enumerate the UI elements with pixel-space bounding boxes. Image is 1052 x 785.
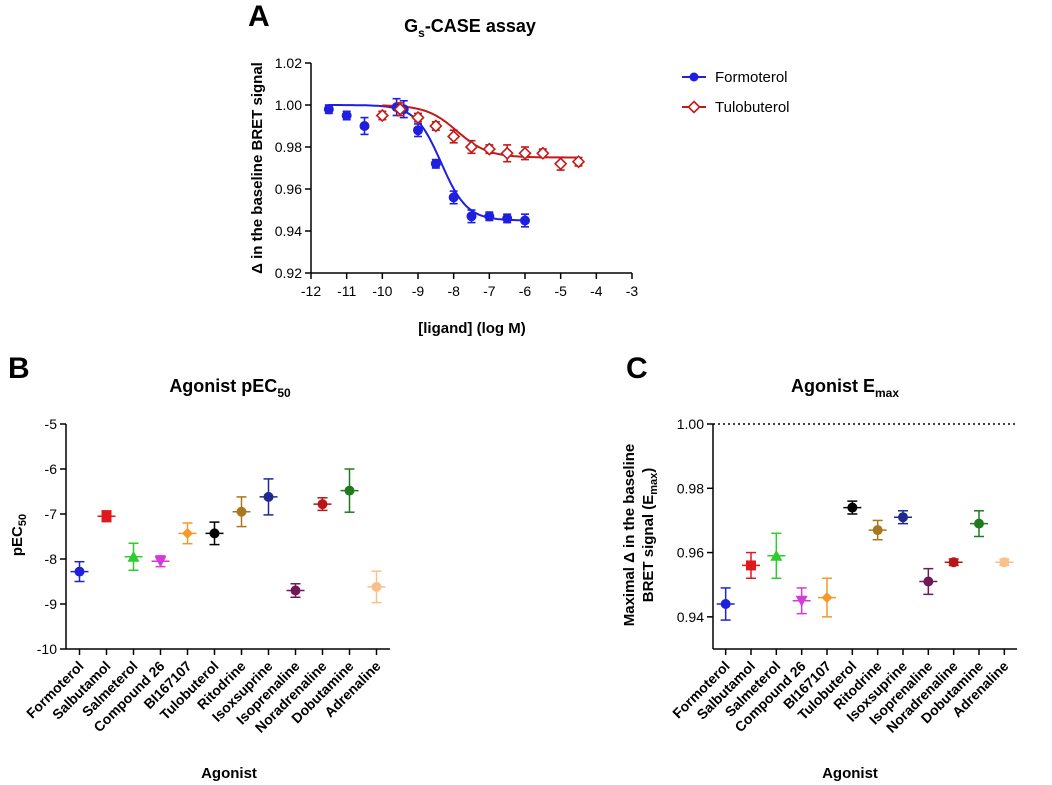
panel-c-point-salmeterol: [770, 549, 783, 561]
panel-c-ylabel-line2: BRET signal (Emax): [640, 468, 660, 603]
panel-a-xtick-label: -12: [301, 283, 321, 299]
panel-a-ytick-label: 0.96: [275, 181, 302, 197]
legend-marker-formoterol: [689, 72, 699, 82]
panel-c-point-isoprenaline: [923, 576, 934, 587]
panel-b-xlabel: Agonist: [201, 765, 257, 782]
panel-a-ytick-label: 1.02: [275, 55, 302, 71]
data-point-tulobuterol: [482, 142, 496, 156]
panel-c-xlabel: Agonist: [822, 765, 878, 782]
panel-b-ytick-label: -5: [45, 416, 58, 432]
panel-b-point-isoprenaline: [290, 585, 301, 596]
panel-b-point-formoterol: [74, 566, 85, 577]
panel-a-legend: Formoterol Tulobuterol: [682, 69, 790, 116]
panel-a-xtick-label: -9: [412, 283, 425, 299]
panel-c-ylabel-line1: Maximal Δ in the baseline: [621, 444, 638, 627]
legend-label-tulobuterol: Tulobuterol: [715, 99, 790, 116]
data-point-tulobuterol: [500, 146, 514, 160]
panel-b-point-compound-26: [154, 556, 167, 568]
panel-b-ytick-label: -8: [45, 551, 58, 567]
data-point-tulobuterol: [447, 129, 461, 144]
panel-b-chart: Agonist pEC50 pEC50 Agonist -5 -6 -7 -8 -9 -1…: [9, 376, 390, 782]
panel-label-b: B: [8, 352, 30, 385]
panel-a-xtick-label: -6: [519, 283, 532, 299]
panel-b-ytick-label: -6: [45, 461, 58, 477]
panel-label-c: C: [626, 352, 648, 385]
panel-c-chart: Agonist Emax Maximal Δ in the baseline B…: [621, 376, 1017, 782]
panel-b-title: Agonist pEC50: [169, 376, 291, 400]
data-point-tulobuterol: [554, 157, 568, 171]
panel-b-point-salmeterol: [127, 550, 140, 562]
data-point-formoterol: [448, 192, 459, 203]
data-point-formoterol: [484, 211, 495, 222]
panel-c-point-bi167107: [821, 592, 833, 604]
data-point-formoterol: [466, 211, 477, 222]
data-point-tulobuterol: [571, 155, 586, 169]
panel-a-xtick-label: -10: [372, 283, 392, 299]
panel-a-ylabel: Δ in the baseline BRET signal: [249, 62, 266, 274]
panel-a-xlabel: [ligand] (log M): [418, 320, 525, 337]
panel-b-point-ritodrine: [236, 506, 247, 517]
panel-a-ytick-label: 0.94: [275, 223, 302, 239]
panel-c-title: Agonist Emax: [791, 376, 899, 400]
panel-c-point-ritodrine: [872, 525, 883, 536]
panel-c-ytick-label: 0.96: [677, 545, 704, 561]
panel-c-point-dobutamine: [974, 518, 984, 529]
panel-c-point-compound-26: [795, 595, 808, 607]
panel-a-xtick-label: -7: [483, 283, 496, 299]
panel-a-title: Gs-CASE assay: [404, 16, 536, 40]
data-point-tulobuterol: [429, 119, 443, 133]
panel-b-ytick-label: -9: [45, 596, 58, 612]
legend-marker-tulobuterol: [687, 100, 701, 114]
panel-a-xtick-label: -3: [626, 283, 639, 299]
data-point-formoterol: [520, 215, 530, 226]
panel-c-ytick-label: 0.98: [677, 480, 704, 496]
panel-c-point-formoterol: [720, 599, 731, 609]
panel-c-point-adrenaline: [999, 557, 1010, 568]
panel-a-ytick-label: 1.00: [275, 97, 302, 113]
panel-a-ytick-label: 0.92: [275, 265, 302, 281]
panel-b-point-adrenaline: [371, 581, 382, 592]
panel-b-ytick-label: -7: [45, 506, 58, 522]
panel-b-ytick-label: -10: [37, 641, 57, 657]
panel-a-xtick-label: -4: [590, 283, 603, 299]
panel-a-chart: Gs-CASE assay Δ in the baseline BRET sig…: [249, 16, 790, 337]
panel-b-point-isoxsuprine: [263, 491, 274, 502]
panel-label-a: A: [248, 0, 270, 33]
data-point-tulobuterol: [411, 110, 425, 125]
panel-a-xtick-label: -11: [337, 283, 356, 299]
panel-b-point-noradrenaline: [317, 499, 328, 510]
data-point-formoterol: [359, 121, 370, 131]
fit-curve-formoterol: [328, 104, 525, 222]
panel-b-ylabel: pEC50: [9, 514, 29, 556]
panel-b-point-dobutamine: [344, 485, 355, 496]
legend-label-formoterol: Formoterol: [715, 69, 788, 86]
data-point-tulobuterol: [518, 146, 532, 160]
panel-b-point-tulobuterol: [209, 528, 220, 539]
panel-c-ytick-label: 1.00: [677, 416, 704, 432]
data-point-formoterol: [430, 158, 441, 169]
data-point-tulobuterol: [375, 108, 389, 123]
data-point-tulobuterol: [464, 140, 479, 154]
data-point-formoterol: [323, 104, 334, 115]
data-point-tulobuterol: [536, 146, 550, 160]
data-point-formoterol: [413, 125, 423, 136]
panel-c-point-salbutamol: [746, 560, 756, 571]
panel-c-point-tulobuterol: [847, 502, 858, 513]
data-point-formoterol: [341, 110, 352, 121]
panel-b-point-bi167107: [182, 527, 193, 539]
fit-curve-tulobuterol: [382, 104, 579, 159]
panel-c-point-noradrenaline: [948, 557, 959, 568]
panel-b-point-salbutamol: [101, 511, 112, 522]
panel-a-ytick-label: 0.98: [275, 139, 302, 155]
panel-c-ytick-label: 0.94: [677, 609, 704, 625]
data-point-tulobuterol: [393, 102, 407, 116]
panel-c-point-isoxsuprine: [898, 512, 908, 523]
panel-a-xtick-label: -5: [554, 283, 567, 299]
panel-a-xtick-label: -8: [447, 283, 460, 299]
data-point-formoterol: [502, 213, 513, 224]
